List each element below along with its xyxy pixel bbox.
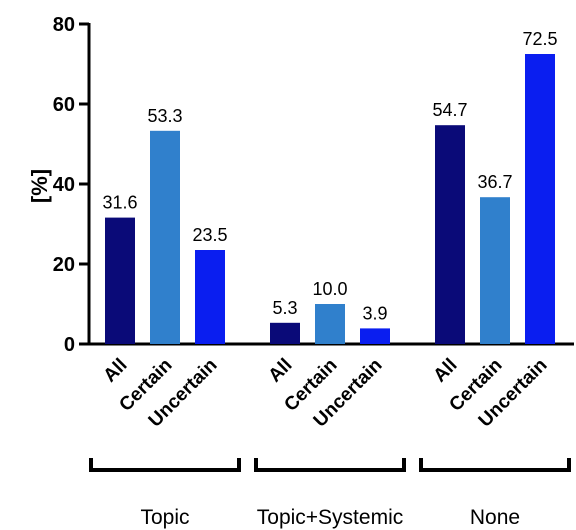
y-tick-label: 0 <box>64 334 75 356</box>
bar <box>270 322 300 344</box>
data-label: 53.3 <box>147 106 182 126</box>
group-labels: Topic Topic+Systemic None <box>140 506 520 529</box>
group-label: None <box>470 506 520 529</box>
y-tick-label: 40 <box>53 174 75 196</box>
bar <box>480 197 510 344</box>
data-label: 31.6 <box>102 193 137 213</box>
group-label: Topic <box>140 506 189 529</box>
group-bracket <box>254 458 406 472</box>
bar <box>435 125 465 344</box>
data-label: 10.0 <box>312 279 347 299</box>
bars <box>105 54 555 344</box>
data-label: 23.5 <box>192 225 227 245</box>
data-label: 72.5 <box>522 29 557 49</box>
y-tick-label: 80 <box>53 14 75 36</box>
data-labels: 31.6 53.3 23.5 5.3 10.0 3.9 54.7 36.7 72.5 <box>102 29 557 323</box>
x-category-label: All <box>430 355 462 387</box>
group-bracket <box>419 458 571 472</box>
bar <box>150 130 180 344</box>
data-label: 3.9 <box>362 303 387 323</box>
x-category-label: All <box>100 355 132 387</box>
x-category-label: All <box>265 355 297 387</box>
bar <box>315 304 345 344</box>
data-label: 36.7 <box>477 172 512 192</box>
data-label: 54.7 <box>432 100 467 120</box>
y-tick-label: 20 <box>53 254 75 276</box>
group-brackets <box>89 458 571 472</box>
bar <box>195 250 225 344</box>
group-bracket <box>89 458 241 472</box>
bar <box>360 328 390 344</box>
bar <box>105 217 135 344</box>
y-axis-label: [%] <box>27 169 52 203</box>
group-label: Topic+Systemic <box>257 506 403 529</box>
bar <box>525 54 555 344</box>
y-tick-label: 60 <box>53 94 75 116</box>
data-label: 5.3 <box>272 298 297 318</box>
